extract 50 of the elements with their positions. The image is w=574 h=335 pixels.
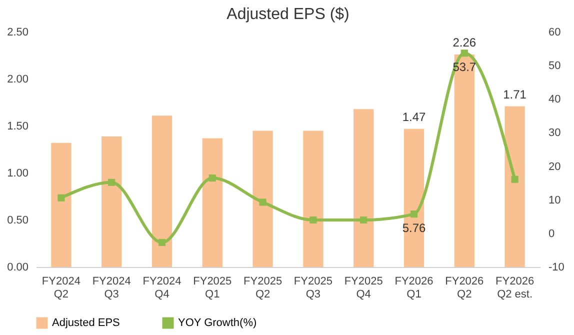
y2-tick-label: -10: [548, 262, 564, 274]
x-tick-label: FY2025 Q2: [244, 276, 282, 300]
x-tick-label: FY2025 Q4: [344, 276, 383, 300]
bar: [102, 136, 122, 267]
point: [259, 198, 266, 206]
bar: [504, 106, 525, 267]
point: [360, 216, 368, 224]
x-tick-label: FY2025 Q3: [294, 276, 332, 300]
x-tick-label: FY2024 Q2: [42, 276, 80, 300]
y-tick-label: 2.50: [7, 26, 28, 38]
y2-tick-label: 10: [548, 194, 561, 206]
y2-tick-label: 40: [548, 94, 561, 106]
point: [310, 216, 317, 224]
bar: [252, 130, 273, 267]
y2-tick-label: 50: [548, 60, 561, 72]
bar: [303, 130, 324, 267]
x-tick-label: FY2026 Q2 est.: [496, 276, 534, 300]
y-tick-label: 0.00: [7, 262, 28, 274]
bar: [404, 128, 424, 267]
data-label: 2.26: [452, 36, 476, 50]
chart-title: Adjusted EPS ($): [226, 6, 350, 23]
point: [208, 174, 216, 182]
y2-tick-label: 30: [548, 127, 561, 140]
point: [108, 178, 116, 186]
y2-tick-label: 20: [548, 160, 561, 173]
x-tick-label: FY2024 Q4: [142, 276, 182, 300]
y-tick-label: 1.00: [7, 168, 28, 180]
point: [460, 50, 468, 57]
point: [58, 194, 65, 202]
y-tick-label: 1.50: [7, 120, 28, 132]
x-tick-label: FY2025 Q1: [193, 276, 232, 300]
bar: [454, 54, 474, 267]
bar: [202, 138, 222, 267]
y-tick-label: 0.50: [7, 214, 28, 226]
point: [158, 238, 166, 246]
bar: [354, 109, 374, 267]
legend-label: YOY Growth(%): [178, 317, 257, 329]
y-tick-label: 2.00: [7, 74, 28, 86]
point: [410, 210, 418, 218]
y2-tick-label: 60: [548, 26, 561, 38]
data-label: 1.47: [402, 110, 426, 124]
data-label: 1.71: [503, 87, 527, 102]
bar: [51, 142, 72, 267]
bar: [152, 116, 172, 267]
y2-tick-label: 0: [548, 228, 555, 240]
x-tick-label: FY2024 Q3: [92, 276, 131, 300]
x-tick-label: FY2026 Q2: [445, 276, 484, 300]
x-tick-label: FY2026 Q1: [394, 276, 434, 300]
legend-label: Adjusted EPS: [52, 317, 120, 329]
point: [511, 176, 518, 183]
